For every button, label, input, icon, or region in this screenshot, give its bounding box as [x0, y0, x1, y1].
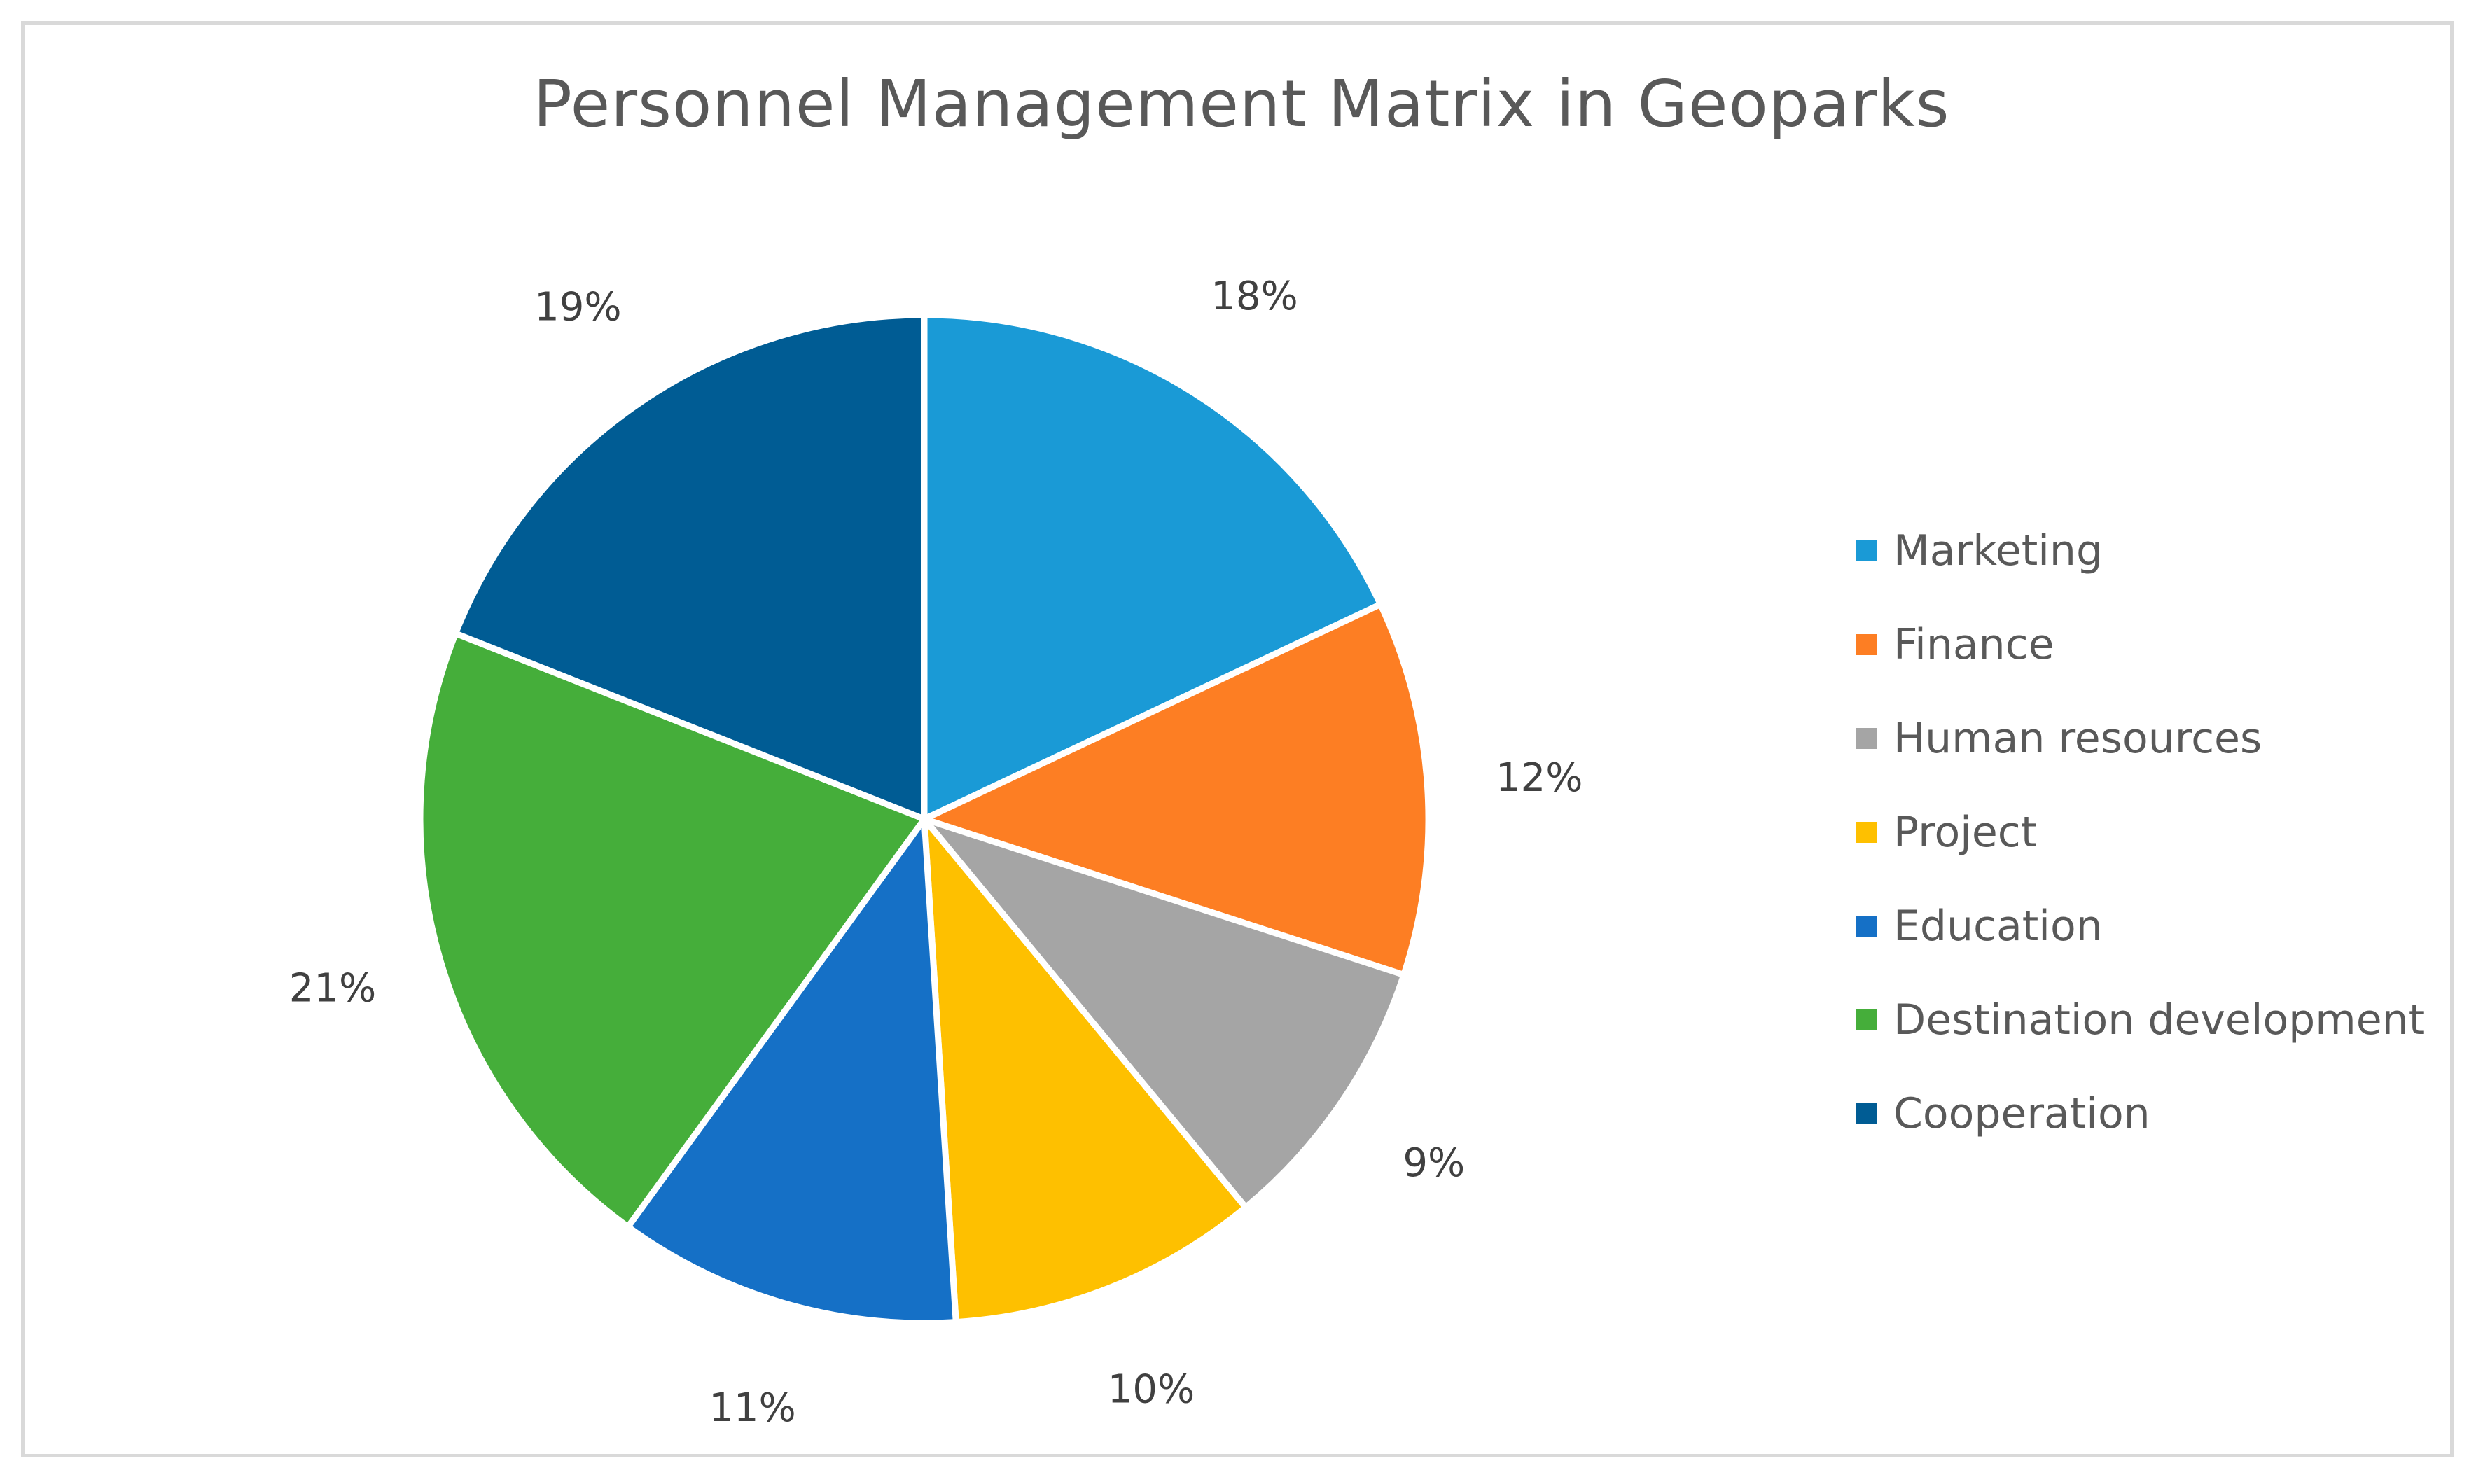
legend-item-cooperation: Cooperation — [1856, 1067, 2472, 1161]
data-label-project: 10% — [1108, 1366, 1195, 1412]
data-label-human-resources: 9% — [1403, 1140, 1465, 1186]
pie-slice-destination-development — [417, 630, 928, 1230]
pie-slice-cooperation — [452, 312, 928, 822]
legend-swatch — [1856, 728, 1877, 749]
legend-label: Project — [1893, 808, 2038, 857]
legend-item-human-resources: Human resources — [1856, 692, 2472, 785]
legend-label: Finance — [1893, 620, 2054, 669]
data-label-finance: 12% — [1496, 755, 1583, 801]
pie-slice-finance — [921, 601, 1432, 978]
legend-label: Cooperation — [1893, 1089, 2150, 1138]
legend-item-project: Project — [1856, 785, 2472, 879]
legend-swatch — [1856, 1009, 1877, 1030]
chart-legend: Marketing Finance Human resources Project Ed… — [1856, 504, 2472, 1161]
legend-item-marketing: Marketing — [1856, 504, 2472, 598]
legend-swatch — [1856, 634, 1877, 655]
legend-label: Education — [1893, 902, 2103, 951]
legend-item-finance: Finance — [1856, 598, 2472, 692]
legend-swatch — [1856, 540, 1877, 561]
legend-item-education: Education — [1856, 879, 2472, 973]
chart-title: Personnel Management Matrix in Geoparks — [533, 66, 1950, 141]
pie-slice-human-resources — [921, 816, 1407, 1211]
legend-item-destination-development: Destination development — [1856, 973, 2472, 1067]
legend-label: Human resources — [1893, 714, 2262, 763]
data-label-cooperation: 19% — [534, 284, 621, 330]
pie-slice-education — [625, 816, 959, 1326]
pie-slice-project — [921, 816, 1249, 1326]
legend-label: Marketing — [1893, 526, 2103, 575]
pie-slices — [417, 312, 1432, 1326]
pie-slice-marketing — [921, 312, 1384, 822]
legend-label: Destination development — [1893, 995, 2426, 1044]
pie-data-labels: 18% 12% 9% 10% 11% 21% 19% — [289, 274, 1583, 1431]
data-label-destination-development: 21% — [289, 966, 376, 1011]
legend-swatch — [1856, 1103, 1877, 1124]
legend-swatch — [1856, 916, 1877, 937]
data-label-marketing: 18% — [1211, 274, 1298, 319]
data-label-education: 11% — [709, 1385, 795, 1431]
legend-swatch — [1856, 822, 1877, 843]
